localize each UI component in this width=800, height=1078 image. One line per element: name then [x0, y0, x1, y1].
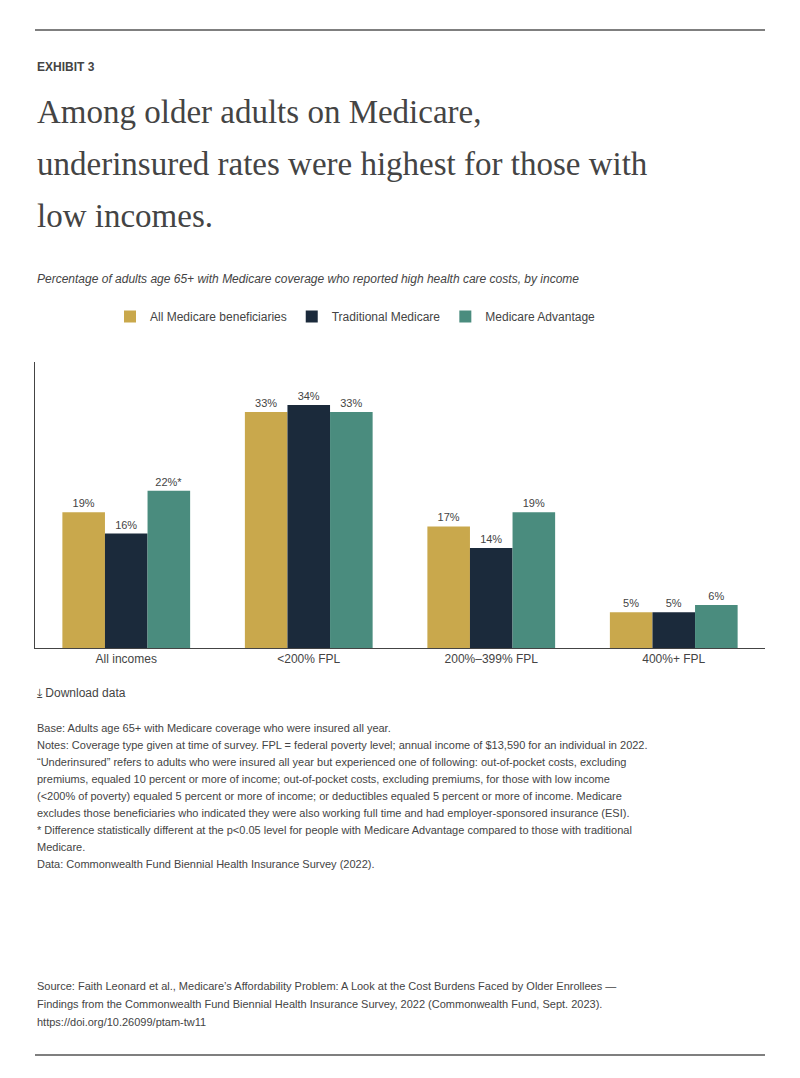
svg-text:excludes those beneficiaries w: excludes those beneficiaries who indicat…: [37, 807, 629, 819]
svg-text:Medicare.: Medicare.: [37, 841, 85, 853]
svg-text:Medicare Advantage: Medicare Advantage: [485, 310, 595, 324]
svg-text:6%: 6%: [708, 590, 724, 602]
svg-text:Percentage of adults age 65+ w: Percentage of adults age 65+ with Medica…: [37, 272, 579, 286]
svg-text:400%+ FPL: 400%+ FPL: [642, 652, 705, 666]
svg-text:5%: 5%: [623, 597, 639, 609]
svg-text:premiums, equaled 10 percent o: premiums, equaled 10 percent or more of …: [37, 773, 610, 785]
svg-text:19%: 19%: [523, 497, 545, 509]
svg-text:22%*: 22%*: [155, 476, 182, 488]
svg-text:200%–399% FPL: 200%–399% FPL: [445, 652, 539, 666]
svg-text:All incomes: All incomes: [96, 652, 157, 666]
svg-text:low incomes.: low incomes.: [37, 198, 213, 234]
svg-text:Source: Faith Leonard et al.,: Source: Faith Leonard et al., Medicare’s…: [37, 980, 616, 992]
svg-text:“Underinsured” refers to adult: “Underinsured” refers to adults who were…: [37, 756, 626, 768]
svg-text:⤓ Download data: ⤓ Download data: [37, 686, 126, 700]
svg-text:Data: Commonwealth Fund Bienni: Data: Commonwealth Fund Biennial Health …: [37, 858, 375, 870]
svg-text:Traditional Medicare: Traditional Medicare: [332, 310, 441, 324]
svg-text:Among older adults on Medicare: Among older adults on Medicare,: [37, 94, 481, 130]
svg-text:33%: 33%: [255, 397, 277, 409]
svg-text:underinsured rates were highes: underinsured rates were highest for thos…: [37, 146, 648, 182]
svg-text:19%: 19%: [73, 497, 95, 509]
svg-text:* Difference statistically dif: * Difference statistically different at …: [37, 824, 632, 836]
svg-text:EXHIBIT 3: EXHIBIT 3: [37, 60, 95, 74]
svg-text:5%: 5%: [666, 597, 682, 609]
svg-text:17%: 17%: [438, 511, 460, 523]
svg-text:Findings from the Commonwealth: Findings from the Commonwealth Fund Bien…: [37, 998, 602, 1010]
svg-text:All Medicare beneficiaries: All Medicare beneficiaries: [150, 310, 287, 324]
svg-text:Notes: Coverage type given at: Notes: Coverage type given at time of su…: [37, 739, 648, 751]
svg-text:https://doi.org/10.26099/ptam-: https://doi.org/10.26099/ptam-tw11: [37, 1016, 206, 1028]
svg-text:Base: Adults age 65+ with Medi: Base: Adults age 65+ with Medicare cover…: [37, 722, 391, 734]
svg-text:16%: 16%: [115, 519, 137, 531]
svg-text:34%: 34%: [298, 390, 320, 402]
svg-text:14%: 14%: [480, 533, 502, 545]
svg-text:<200% FPL: <200% FPL: [277, 652, 340, 666]
svg-text:33%: 33%: [340, 397, 362, 409]
svg-text:(<200% of poverty) equaled 5 p: (<200% of poverty) equaled 5 percent or …: [37, 790, 622, 802]
